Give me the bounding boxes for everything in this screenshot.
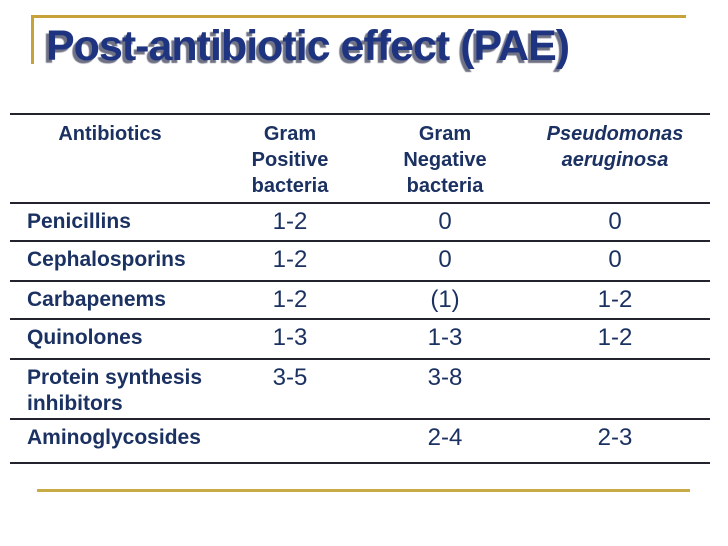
cell-pseudomonas: 1-2: [597, 286, 633, 313]
table-row: Cephalosporins 1-2 0 0: [10, 241, 710, 281]
footer-gold-rule: [37, 489, 690, 492]
page-title: Post-antibiotic effect (PAE): [46, 22, 570, 70]
table-row: Quinolones 1-3 1-3 1-2: [10, 319, 710, 359]
cell-gram-positive: 1-2: [272, 246, 308, 273]
cell-pseudomonas: 2-3: [597, 424, 633, 451]
table-header-row: Antibiotics Gram Positive bacteria Gram …: [10, 114, 710, 203]
cell-gram-positive: 1-2: [272, 286, 308, 313]
cell-pseudomonas: [520, 359, 710, 419]
column-header-gram-negative: Gram Negative bacteria: [403, 123, 487, 197]
row-label: Protein synthesis inhibitors: [27, 366, 203, 416]
cell-pseudomonas: 0: [608, 208, 622, 235]
column-header-pseudomonas: Pseudomonas aeruginosa: [546, 123, 684, 171]
row-label: Cephalosporins: [27, 248, 186, 271]
row-label: Penicillins: [27, 210, 131, 233]
title-left-rule: [31, 15, 34, 64]
cell-gram-positive: [210, 419, 370, 463]
row-label: Quinolones: [27, 326, 143, 349]
cell-gram-negative: 0: [438, 208, 452, 235]
column-header-antibiotics: Antibiotics: [58, 123, 162, 145]
table-row: Aminoglycosides 2-4 2-3: [10, 419, 710, 463]
cell-gram-positive: 3-5: [272, 364, 308, 391]
cell-gram-negative: (1): [430, 286, 460, 313]
cell-gram-negative: 3-8: [427, 364, 463, 391]
cell-gram-positive: 1-2: [272, 208, 308, 235]
pae-table: Antibiotics Gram Positive bacteria Gram …: [10, 113, 710, 464]
table-row: Protein synthesis inhibitors 3-5 3-8: [10, 359, 710, 419]
row-label: Aminoglycosides: [27, 426, 201, 449]
cell-gram-negative: 2-4: [427, 424, 463, 451]
cell-gram-positive: 1-3: [272, 324, 308, 351]
table-row: Penicillins 1-2 0 0: [10, 203, 710, 241]
column-header-gram-positive: Gram Positive bacteria: [251, 123, 329, 197]
table-row: Carbapenems 1-2 (1) 1-2: [10, 281, 710, 319]
cell-pseudomonas: 0: [608, 246, 622, 273]
title-top-rule: [31, 15, 686, 18]
row-label: Carbapenems: [27, 288, 166, 311]
cell-gram-negative: 1-3: [427, 324, 463, 351]
cell-pseudomonas: 1-2: [597, 324, 633, 351]
cell-gram-negative: 0: [438, 246, 452, 273]
